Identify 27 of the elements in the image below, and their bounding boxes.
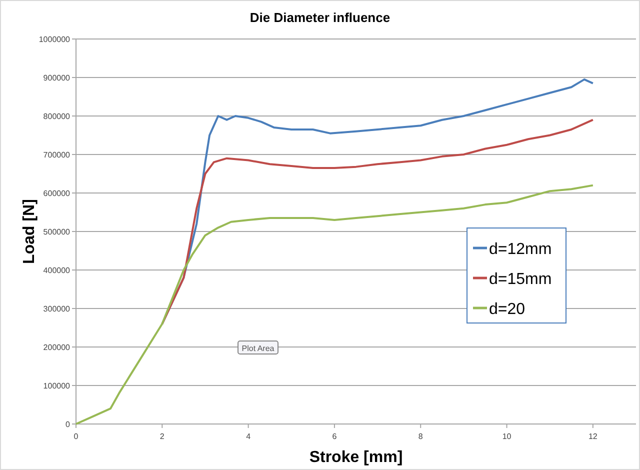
y-tick-label: 500000 [43,228,71,236]
y-tick-label: 300000 [43,304,71,314]
y-tick-label: 900000 [43,74,71,82]
x-tick-label: 8 [418,432,424,441]
legend-label: d=20 [489,301,526,318]
y-tick-label: 800000 [43,112,71,121]
y-tick-label: 200000 [43,343,71,352]
y-tick-label: 0 [66,420,71,429]
x-tick-label: 0 [74,432,79,441]
y-tick-label: 1000000 [38,35,71,44]
line-series [75,184,594,425]
y-tick-label: 600000 [43,189,71,198]
annotation: Plot Area [242,344,275,353]
x-tick-label: 12 [588,432,598,441]
x-tick-label: 6 [332,432,338,441]
x-tick-label: 2 [160,432,165,441]
x-tick-label: 4 [246,432,252,441]
x-axis-title: Stroke [mm] [309,449,403,466]
line-series [161,118,594,325]
legend-label: d=15mm [489,271,552,288]
legend-label: d=12mm [489,241,552,258]
y-tick-label: 100000 [43,382,71,390]
chart-title: Die Diameter influence [250,10,390,25]
y-tick-label: 400000 [43,266,71,275]
y-axis-title: Load [N] [21,199,38,264]
x-tick-label: 10 [502,432,512,441]
y-tick-label: 700000 [43,150,71,160]
